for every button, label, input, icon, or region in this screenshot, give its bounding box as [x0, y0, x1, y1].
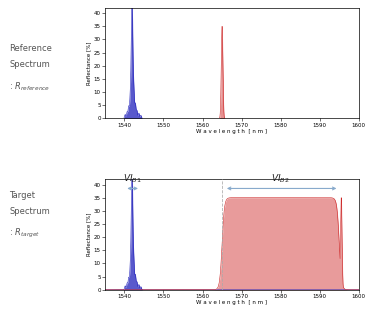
Text: Spectrum: Spectrum [9, 207, 50, 215]
Y-axis label: Reflectance [%]: Reflectance [%] [86, 213, 91, 256]
Text: : $R_{target}$: : $R_{target}$ [9, 226, 40, 240]
Y-axis label: Reflectance [%]: Reflectance [%] [86, 41, 91, 85]
X-axis label: W a v e l e n g t h  [ n m ]: W a v e l e n g t h [ n m ] [197, 301, 267, 305]
Text: Target: Target [9, 191, 35, 200]
Text: : $R_{reference}$: : $R_{reference}$ [9, 80, 50, 93]
Text: Reference: Reference [9, 44, 52, 53]
Text: $VI_{B1}$: $VI_{B1}$ [123, 172, 142, 185]
Text: Spectrum: Spectrum [9, 60, 50, 69]
X-axis label: W a v e l e n g t h  [ n m ]: W a v e l e n g t h [ n m ] [197, 129, 267, 134]
Text: $VI_{B2}$: $VI_{B2}$ [272, 172, 290, 185]
